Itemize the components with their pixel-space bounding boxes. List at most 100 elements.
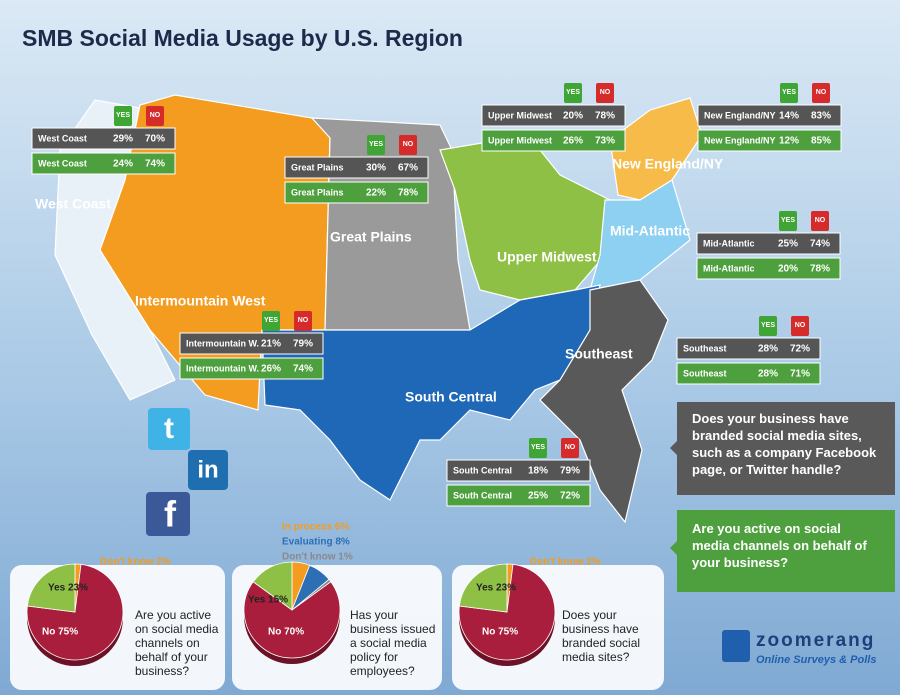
yes-value: 24% bbox=[113, 159, 133, 170]
row-label: Great Plains bbox=[291, 187, 344, 197]
yes-value: 29% bbox=[113, 134, 133, 145]
icon-glyph: in bbox=[197, 456, 218, 483]
social-icons: t in f bbox=[146, 408, 228, 536]
row-label: New England/NY bbox=[704, 110, 776, 120]
no-badge bbox=[811, 211, 829, 231]
pie-slice bbox=[458, 563, 508, 613]
no-value: 74% bbox=[145, 159, 165, 170]
yes-value: 21% bbox=[261, 339, 281, 350]
row-label: Upper Midwest bbox=[488, 110, 552, 120]
no-badge bbox=[812, 83, 830, 103]
yes-badge bbox=[529, 438, 547, 458]
active-row bbox=[31, 152, 176, 175]
no-badge bbox=[146, 106, 164, 126]
no-badge bbox=[399, 135, 417, 155]
map-label: Upper Midwest bbox=[497, 249, 597, 265]
pie-label: Don't know 2% bbox=[530, 557, 601, 568]
no-value: 72% bbox=[790, 344, 810, 355]
no-label: NO bbox=[565, 444, 576, 451]
branded-row bbox=[676, 337, 821, 360]
pie-label: No 75% bbox=[42, 627, 78, 638]
logo: zoomerang Online Surveys & Polls bbox=[722, 630, 876, 666]
upper-midwest-region bbox=[439, 139, 611, 301]
pie-question: Has your business issued a social media … bbox=[350, 608, 436, 678]
linkedin-icon bbox=[188, 450, 228, 490]
pie-label: Don't know 1% bbox=[282, 552, 353, 563]
yes-label: YES bbox=[369, 141, 383, 148]
row-label: Mid-Atlantic bbox=[703, 238, 755, 248]
map-label: Intermountain West bbox=[135, 293, 266, 309]
mid-atlantic-region bbox=[589, 179, 691, 291]
active-row bbox=[676, 362, 821, 385]
no-label: NO bbox=[795, 322, 806, 329]
branded-row bbox=[696, 232, 841, 255]
yes-badge bbox=[564, 83, 582, 103]
yes-label: YES bbox=[781, 217, 795, 224]
yes-label: YES bbox=[116, 112, 130, 119]
map-label: New England/NY bbox=[612, 156, 724, 172]
pie-slice bbox=[243, 581, 341, 659]
yes-label: YES bbox=[531, 444, 545, 451]
pie-question: Does your business have branded social m… bbox=[562, 608, 641, 664]
no-badge bbox=[596, 83, 614, 103]
row-label: Southeast bbox=[683, 368, 727, 378]
yes-label: YES bbox=[566, 89, 580, 96]
yes-value: 20% bbox=[563, 111, 583, 122]
map-label: West Coast bbox=[35, 196, 111, 212]
branded-row bbox=[481, 104, 626, 127]
no-value: 83% bbox=[811, 111, 831, 122]
map-label: Great Plains bbox=[330, 229, 412, 245]
legend-active-box bbox=[670, 510, 895, 592]
logo-name: zoomerang bbox=[756, 630, 875, 651]
row-label: South Central bbox=[453, 490, 512, 500]
row-label: West Coast bbox=[38, 133, 87, 143]
yes-label: YES bbox=[761, 322, 775, 329]
active-row bbox=[697, 129, 842, 152]
pie-label: Evaluating 8% bbox=[282, 537, 350, 548]
row-label: Upper Midwest bbox=[488, 135, 552, 145]
pie-question: Are you active on social media channels … bbox=[135, 608, 219, 678]
no-value: 71% bbox=[790, 369, 810, 380]
no-value: 78% bbox=[398, 188, 418, 199]
yes-value: 30% bbox=[366, 163, 386, 174]
no-value: 79% bbox=[560, 466, 580, 477]
map-label: South Central bbox=[405, 389, 497, 405]
no-label: NO bbox=[815, 217, 826, 224]
pie-label: No 75% bbox=[482, 627, 518, 638]
no-badge bbox=[561, 438, 579, 458]
no-value: 79% bbox=[293, 339, 313, 350]
title: SMB Social Media Usage by U.S. Region bbox=[22, 25, 463, 51]
yes-badge bbox=[780, 83, 798, 103]
yes-value: 20% bbox=[778, 264, 798, 275]
legend-active-text: Are you active on social media channels … bbox=[692, 521, 867, 570]
no-value: 74% bbox=[293, 364, 313, 375]
southeast-region bbox=[539, 279, 669, 524]
no-value: 78% bbox=[810, 264, 830, 275]
yes-value: 12% bbox=[779, 136, 799, 147]
no-label: NO bbox=[403, 141, 414, 148]
legend-branded-box bbox=[670, 402, 895, 495]
active-row bbox=[446, 484, 591, 507]
new-england-region bbox=[609, 97, 703, 201]
yes-value: 14% bbox=[779, 111, 799, 122]
active-row bbox=[284, 181, 429, 204]
yes-badge bbox=[779, 211, 797, 231]
pie-slice bbox=[26, 563, 76, 613]
row-label: West Coast bbox=[38, 158, 87, 168]
yes-label: YES bbox=[782, 89, 796, 96]
branded-row bbox=[179, 332, 324, 355]
active-row bbox=[696, 257, 841, 280]
pie-label: Yes 23% bbox=[476, 583, 516, 594]
active-row bbox=[179, 357, 324, 380]
yes-badge bbox=[114, 106, 132, 126]
logo-mark bbox=[722, 630, 750, 662]
no-value: 74% bbox=[810, 239, 830, 250]
branded-row bbox=[31, 127, 176, 150]
pie-slice bbox=[252, 561, 293, 611]
no-badge bbox=[294, 311, 312, 331]
pie-label: Yes 15% bbox=[248, 595, 288, 606]
logo-tagline: Online Surveys & Polls bbox=[756, 654, 876, 666]
legend-branded-text: Does your business have branded social m… bbox=[692, 411, 877, 477]
map-label: Southeast bbox=[565, 346, 633, 362]
pie-label: No 70% bbox=[268, 627, 304, 638]
